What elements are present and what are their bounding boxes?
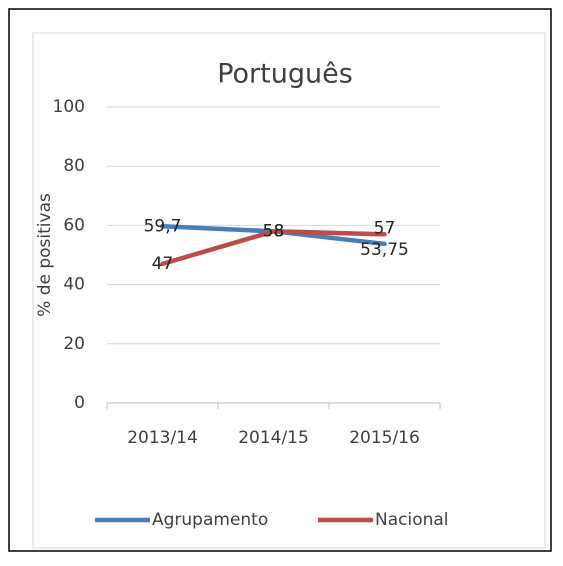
x-tick-label: 2015/16 — [349, 428, 420, 448]
y-tick-label: 80 — [63, 156, 85, 176]
y-tick-label: 0 — [74, 393, 85, 413]
chart-frame — [32, 32, 546, 549]
x-tick-label: 2014/15 — [238, 428, 309, 448]
series-line — [160, 229, 387, 267]
x-tick-label: 2013/14 — [127, 428, 198, 448]
data-label: 58 — [263, 221, 285, 241]
legend-label: Agrupamento — [152, 510, 268, 530]
y-axis-label: % de positivas — [35, 193, 55, 317]
data-label: 47 — [152, 254, 174, 274]
legend-label: Nacional — [375, 510, 449, 530]
y-tick-label: 100 — [53, 97, 85, 117]
data-label: 58 — [263, 221, 285, 241]
y-tick-label: 60 — [63, 215, 85, 235]
data-label: 59,7 — [144, 216, 182, 236]
y-tick-label: 20 — [63, 334, 85, 354]
data-label: 53,75 — [360, 240, 409, 260]
data-label: 57 — [374, 218, 396, 238]
chart-title: Português — [217, 59, 353, 90]
y-tick-label: 40 — [63, 275, 85, 295]
